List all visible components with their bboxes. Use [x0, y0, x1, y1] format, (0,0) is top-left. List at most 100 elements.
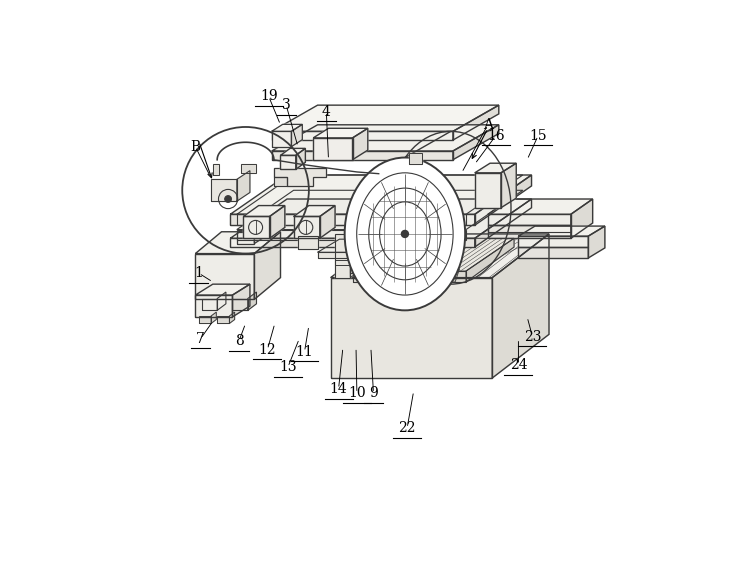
Polygon shape	[466, 238, 514, 282]
Polygon shape	[231, 199, 531, 238]
Polygon shape	[588, 226, 605, 258]
Polygon shape	[271, 124, 302, 132]
Polygon shape	[271, 151, 453, 160]
Polygon shape	[271, 105, 499, 132]
Polygon shape	[211, 179, 237, 201]
Polygon shape	[448, 269, 460, 282]
Polygon shape	[492, 234, 549, 378]
Polygon shape	[280, 149, 305, 155]
Polygon shape	[211, 312, 216, 323]
Polygon shape	[350, 268, 411, 273]
Polygon shape	[370, 269, 381, 282]
Text: 10: 10	[348, 386, 366, 400]
Text: 19: 19	[260, 90, 277, 103]
Polygon shape	[366, 251, 381, 278]
Polygon shape	[254, 232, 280, 299]
Polygon shape	[237, 214, 466, 225]
Polygon shape	[195, 295, 232, 317]
Text: A: A	[483, 118, 493, 132]
Polygon shape	[475, 163, 516, 173]
Polygon shape	[217, 292, 226, 310]
Circle shape	[225, 196, 231, 202]
Polygon shape	[409, 153, 423, 164]
Polygon shape	[231, 214, 475, 225]
Polygon shape	[411, 256, 431, 273]
Polygon shape	[335, 234, 350, 278]
Text: 12: 12	[259, 342, 276, 357]
Text: 4: 4	[322, 105, 331, 119]
Polygon shape	[318, 239, 398, 252]
Polygon shape	[274, 168, 327, 186]
Polygon shape	[475, 199, 531, 247]
Polygon shape	[217, 316, 229, 323]
Polygon shape	[232, 299, 248, 310]
Polygon shape	[199, 316, 211, 323]
Polygon shape	[271, 132, 291, 147]
Text: 11: 11	[296, 345, 314, 359]
Polygon shape	[352, 238, 514, 271]
Polygon shape	[330, 234, 549, 278]
Text: 13: 13	[279, 360, 296, 374]
Polygon shape	[313, 128, 368, 138]
Polygon shape	[488, 199, 593, 214]
Polygon shape	[213, 164, 219, 175]
Polygon shape	[243, 217, 270, 238]
Polygon shape	[232, 284, 250, 317]
Polygon shape	[243, 206, 285, 217]
Polygon shape	[318, 252, 376, 258]
Polygon shape	[335, 260, 388, 264]
Polygon shape	[519, 247, 588, 258]
Polygon shape	[330, 278, 492, 378]
Polygon shape	[475, 173, 501, 208]
Text: 1: 1	[194, 266, 203, 280]
Text: 9: 9	[369, 386, 378, 400]
Polygon shape	[291, 124, 302, 147]
Polygon shape	[488, 214, 571, 225]
Text: 8: 8	[234, 334, 243, 348]
Polygon shape	[296, 149, 305, 170]
Polygon shape	[237, 230, 466, 240]
Polygon shape	[475, 175, 531, 225]
Polygon shape	[313, 138, 352, 160]
Polygon shape	[237, 232, 254, 244]
Polygon shape	[453, 105, 499, 140]
Polygon shape	[352, 128, 368, 160]
Polygon shape	[350, 226, 361, 278]
Polygon shape	[241, 164, 256, 173]
Polygon shape	[488, 225, 571, 232]
Polygon shape	[488, 225, 571, 238]
Text: 22: 22	[398, 421, 416, 435]
Polygon shape	[381, 244, 392, 278]
Polygon shape	[453, 125, 499, 160]
Polygon shape	[195, 284, 250, 295]
Text: 24: 24	[510, 358, 527, 372]
Polygon shape	[202, 299, 217, 310]
Polygon shape	[320, 206, 335, 238]
Polygon shape	[280, 155, 296, 170]
Polygon shape	[571, 199, 593, 238]
Text: 15: 15	[529, 129, 547, 143]
Polygon shape	[298, 236, 318, 249]
Text: 3: 3	[282, 98, 290, 112]
Polygon shape	[248, 292, 256, 310]
Polygon shape	[274, 177, 287, 186]
Polygon shape	[229, 312, 234, 323]
Text: 16: 16	[487, 129, 504, 143]
Text: 23: 23	[524, 329, 541, 344]
Polygon shape	[195, 232, 280, 253]
Polygon shape	[231, 238, 475, 247]
Polygon shape	[501, 163, 516, 208]
Circle shape	[401, 230, 408, 238]
Text: 14: 14	[330, 382, 348, 396]
Polygon shape	[195, 253, 254, 299]
Polygon shape	[231, 175, 531, 214]
Text: 7: 7	[196, 332, 205, 346]
Polygon shape	[237, 175, 523, 214]
Polygon shape	[271, 125, 499, 151]
Polygon shape	[376, 239, 398, 258]
Polygon shape	[293, 217, 320, 238]
Polygon shape	[519, 236, 588, 247]
Polygon shape	[270, 206, 285, 238]
Polygon shape	[423, 269, 433, 282]
Ellipse shape	[345, 158, 465, 310]
